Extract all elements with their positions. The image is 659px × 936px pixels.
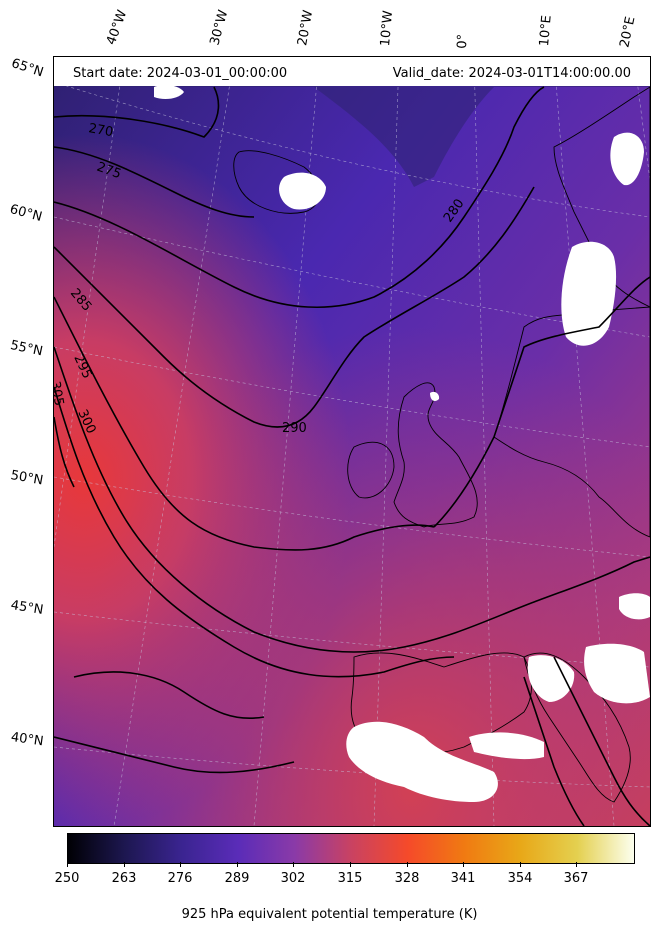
colorbar-tick-label: 328 bbox=[394, 871, 420, 886]
contour-290-east bbox=[433, 276, 650, 528]
contour-290-south bbox=[73, 671, 265, 720]
lat-label-55n: 55°N bbox=[8, 338, 45, 360]
contour-280 bbox=[54, 86, 545, 309]
lat-label-50n: 50°N bbox=[9, 468, 45, 489]
contour-285 bbox=[54, 186, 535, 428]
theta-e-field: 270 275 280 285 290 295 300 305 bbox=[54, 57, 650, 826]
colorbar-tick bbox=[237, 862, 238, 867]
lon-label-10e: 10°E bbox=[537, 14, 555, 48]
header-bar: Start date: 2024-03-01_00:00:00 Valid_da… bbox=[54, 57, 650, 86]
colorbar-tick bbox=[124, 862, 125, 867]
contour-label-270: 270 bbox=[87, 121, 114, 140]
contour-295 bbox=[54, 346, 650, 653]
colorbar-tick bbox=[520, 862, 521, 867]
colorbar-tick-label: 354 bbox=[507, 871, 533, 886]
colorbar-tick-label: 250 bbox=[54, 871, 80, 886]
colorbar-tick bbox=[180, 862, 181, 867]
coastlines bbox=[233, 86, 650, 803]
map-panel: 270 275 280 285 290 295 300 305 Start da… bbox=[53, 56, 651, 827]
contour-305 bbox=[54, 416, 75, 488]
contour-label-305: 305 bbox=[54, 380, 66, 407]
contour-label-290: 290 bbox=[282, 421, 307, 436]
colorbar-tick bbox=[293, 862, 294, 867]
contour-270 bbox=[54, 86, 220, 138]
colorbar-tick-label: 263 bbox=[111, 871, 137, 886]
contour-275 bbox=[54, 146, 255, 218]
contour-lines bbox=[54, 86, 650, 826]
colorbar-title: 925 hPa equivalent potential temperature… bbox=[181, 907, 478, 922]
lon-label-10w: 10°W bbox=[378, 9, 397, 47]
colorbar-tick bbox=[407, 862, 408, 867]
colorbar-tick bbox=[576, 862, 577, 867]
lat-label-40n: 40°N bbox=[9, 730, 45, 750]
lon-label-20e: 20°E bbox=[617, 15, 639, 50]
contour-290-west bbox=[54, 296, 435, 551]
colorbar-tick-label: 289 bbox=[224, 871, 250, 886]
contour-295-south bbox=[54, 736, 295, 774]
colorbar-tick-label: 276 bbox=[167, 871, 193, 886]
valid-date-label: Valid_date: 2024-03-01T14:00:00.00 bbox=[392, 66, 631, 81]
lat-label-65n: 65°N bbox=[9, 56, 46, 81]
lon-label-40w: 40°W bbox=[103, 8, 131, 47]
start-date-label: Start date: 2024-03-01_00:00:00 bbox=[73, 66, 288, 81]
terrain-mask bbox=[154, 84, 650, 802]
lon-label-30w: 30°W bbox=[207, 8, 232, 47]
contour-300 bbox=[54, 386, 455, 678]
lon-label-20w: 20°W bbox=[295, 9, 317, 48]
colorbar-tick-label: 367 bbox=[563, 871, 589, 886]
contour-295-southeast bbox=[553, 656, 650, 826]
colorbar-tick-label: 315 bbox=[337, 871, 363, 886]
lat-label-45n: 45°N bbox=[9, 598, 45, 618]
lon-label-0: 0° bbox=[455, 33, 471, 49]
colorbar-tick-label: 302 bbox=[280, 871, 306, 886]
colorbar-tick bbox=[463, 862, 464, 867]
lat-label-60n: 60°N bbox=[8, 202, 44, 225]
colorbar bbox=[67, 833, 635, 864]
colorbar-tick-label: 341 bbox=[450, 871, 476, 886]
contour-300-south bbox=[523, 676, 585, 826]
colorbar-tick bbox=[67, 862, 68, 867]
warm-sector-south bbox=[54, 57, 650, 826]
colorbar-tick bbox=[350, 862, 351, 867]
